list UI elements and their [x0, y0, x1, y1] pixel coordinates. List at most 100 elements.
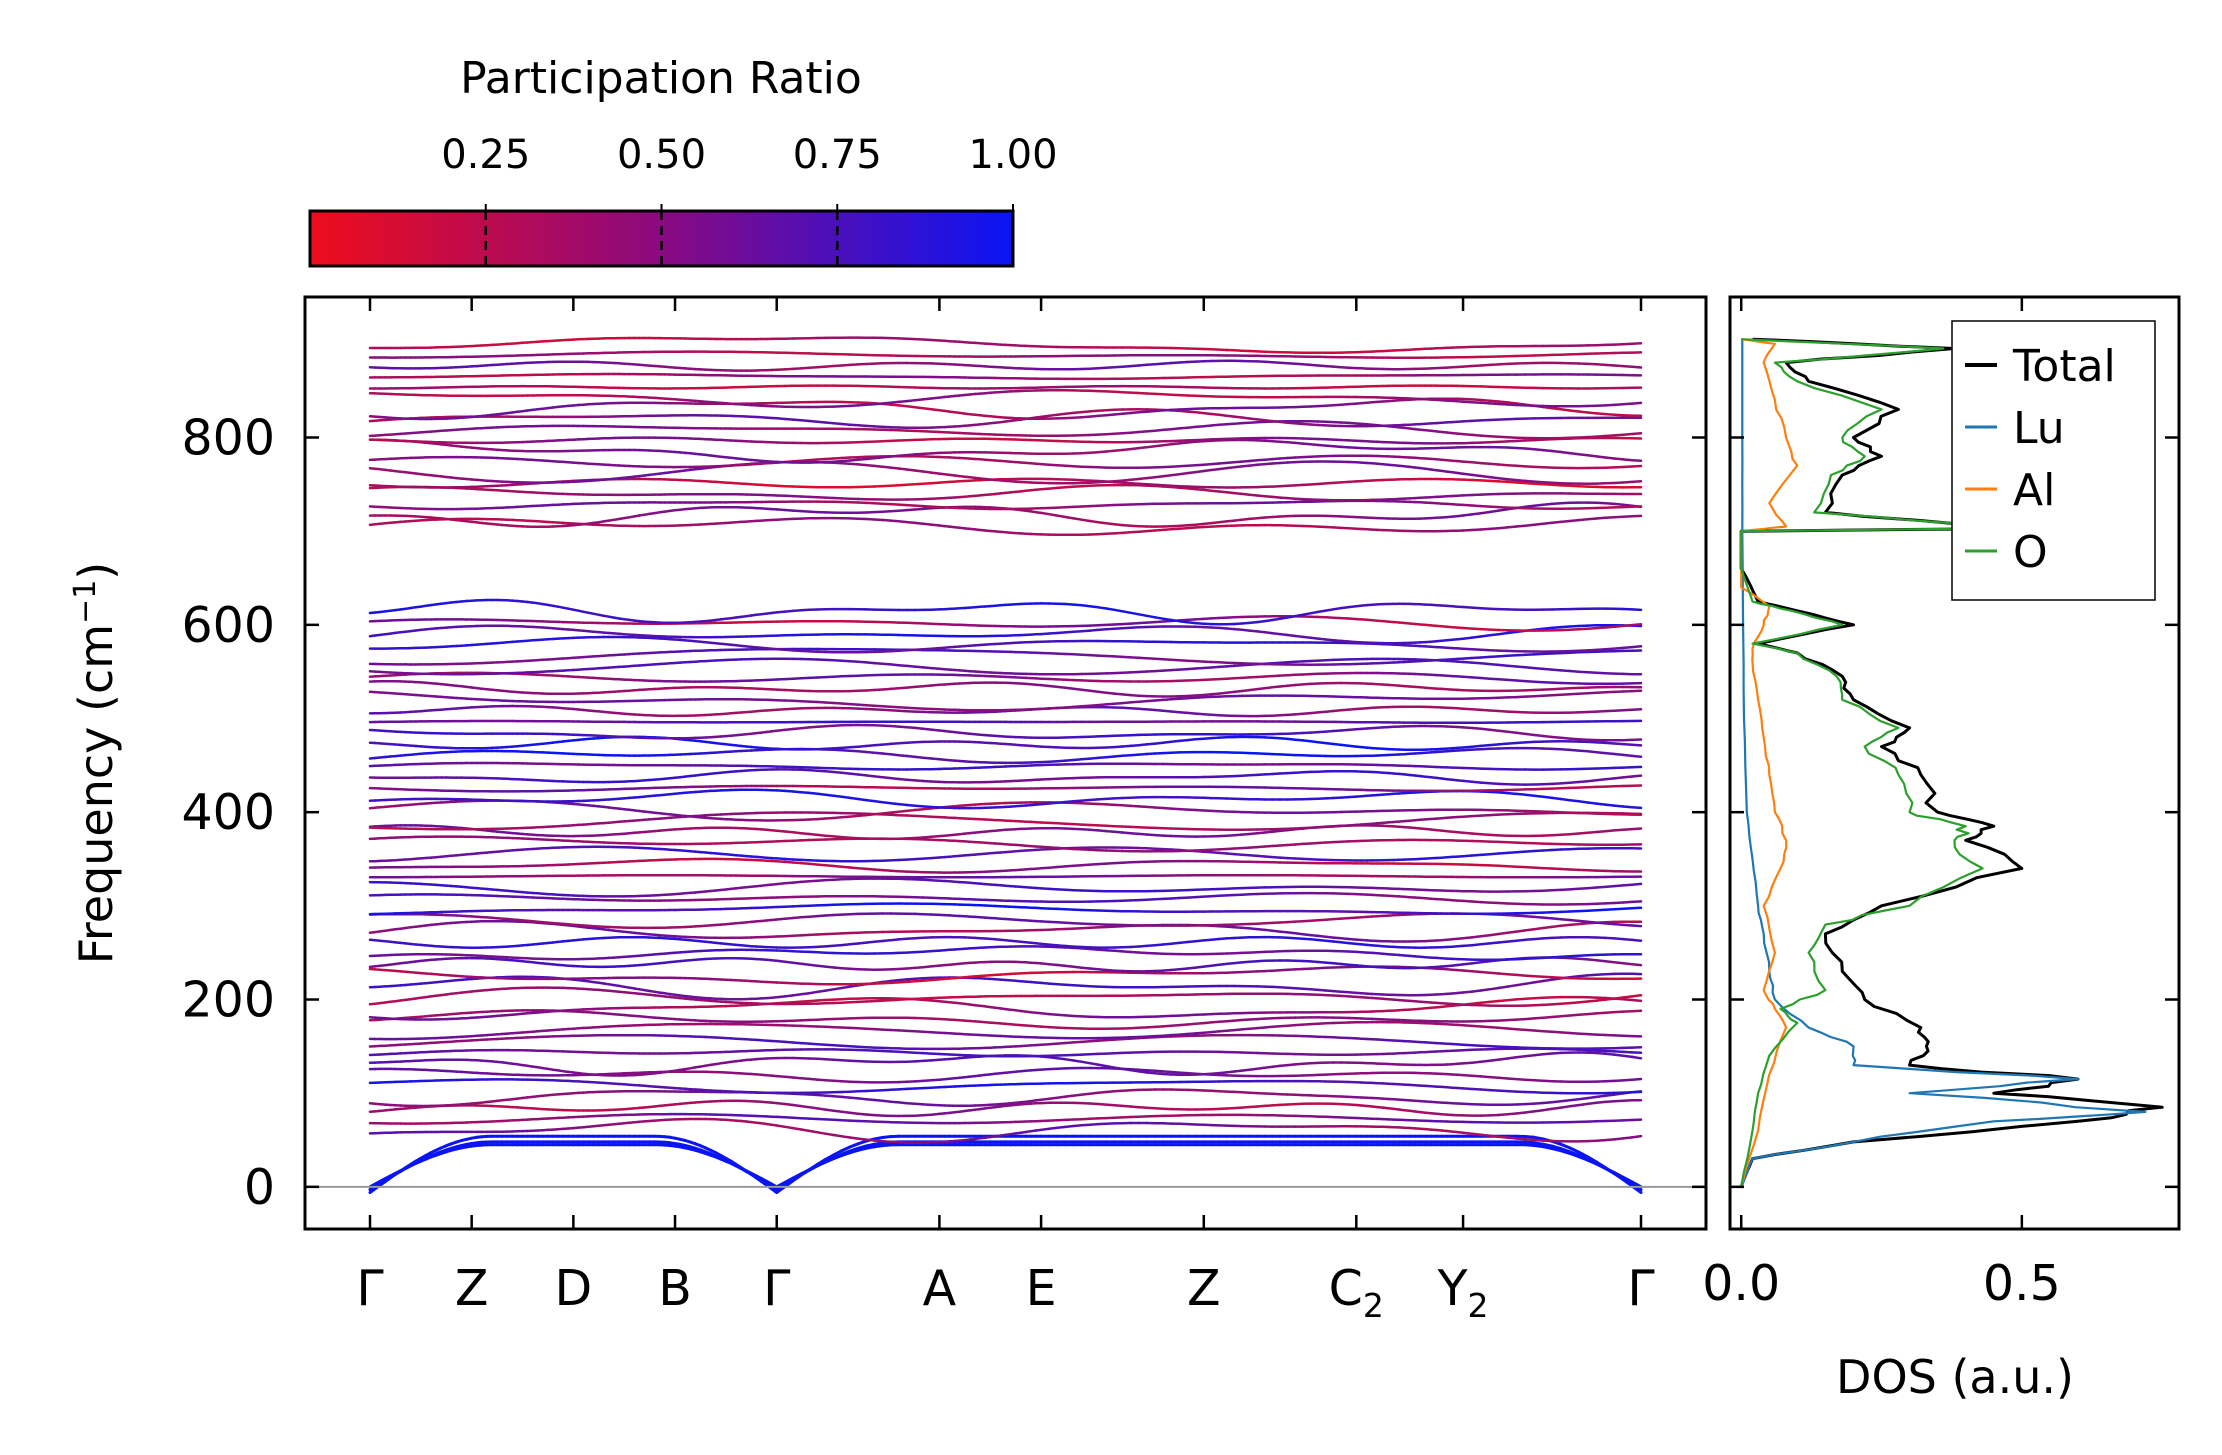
band-line-segment [1621, 1078, 1634, 1082]
band-line-segment [1630, 924, 1643, 928]
band-line-segment [1586, 999, 1598, 1003]
band-line-segment [1630, 1134, 1643, 1139]
band-line-segment [1621, 1178, 1634, 1188]
band-line-segment [1559, 923, 1572, 928]
band-line-segment [1595, 1100, 1607, 1105]
band-line-segment [1524, 1028, 1536, 1032]
band-line-segment [1532, 1101, 1545, 1105]
band-line-segment [1541, 1107, 1554, 1112]
band-line-segment [1541, 1145, 1554, 1150]
band-line-segment [913, 1113, 925, 1117]
band-line-segment [1515, 982, 1527, 987]
band-line-segment [848, 1136, 860, 1140]
band-line-segment [1524, 927, 1536, 932]
band-line-segment [1613, 922, 1625, 927]
band-line-segment [1532, 1138, 1545, 1142]
band-line-segment [1550, 924, 1563, 929]
band-line-segment [881, 1139, 892, 1144]
band-line-segment [1271, 1103, 1282, 1107]
band-line-segment [1568, 1013, 1580, 1017]
band-line-segment [1263, 1104, 1274, 1108]
band-line-segment [1233, 1106, 1244, 1110]
band-line-segment [881, 1099, 892, 1103]
band-line-segment [1559, 1142, 1572, 1150]
band-line-segment [1604, 1093, 1616, 1097]
band-line-segment [1497, 940, 1509, 944]
band-line-segment [1604, 1138, 1616, 1142]
band-line-segment [1104, 1103, 1116, 1107]
band-line-segment [1532, 1079, 1545, 1083]
band-line-segment [864, 1097, 876, 1102]
band-line-segment [1121, 1104, 1132, 1108]
band-line-segment [1532, 979, 1545, 984]
band-line-segment [1479, 988, 1492, 992]
band-line-segment [1524, 981, 1536, 986]
band-line-segment [873, 1113, 884, 1117]
band-line-segment [1515, 929, 1527, 933]
band-line-segment [816, 1107, 827, 1111]
band-line-segment [1515, 1111, 1527, 1115]
band-line-segment [1541, 1100, 1554, 1105]
band-line-segment [799, 1168, 811, 1177]
band-line-segment [1586, 958, 1598, 962]
band-line-segment [1550, 1144, 1563, 1151]
band-line-segment [1613, 1050, 1625, 1054]
band-line-segment [1524, 1078, 1536, 1082]
band-line-segment [1470, 1132, 1483, 1136]
band-line-segment [1515, 1077, 1527, 1082]
band-line-segment [1515, 1017, 1527, 1021]
band-line-segment [1347, 1103, 1358, 1107]
band-line-segment [1072, 1124, 1084, 1128]
band-line-segment [889, 1100, 900, 1104]
band-line-segment [1532, 1016, 1545, 1020]
band-line-segment [1577, 1012, 1589, 1017]
band-line-segment [1541, 956, 1554, 960]
band-line-segment [1506, 972, 1518, 977]
band-line-segment [840, 1095, 852, 1099]
band-line-segment [832, 1133, 844, 1138]
band-line-segment [1080, 1092, 1092, 1096]
band-line-segment [815, 1157, 827, 1166]
band-line-segment [1461, 899, 1474, 903]
band-line-segment [1621, 1050, 1634, 1054]
band-line-segment [1461, 1061, 1474, 1065]
band-line-segment [1550, 955, 1563, 959]
band-line-segment [1506, 913, 1518, 917]
band-line-segment [1524, 1053, 1536, 1058]
band-line-segment [1506, 1112, 1518, 1116]
band-line-segment [1550, 975, 1563, 979]
band-line-segment [1577, 922, 1589, 926]
band-line-segment [1613, 1010, 1625, 1014]
band-line-segment [1613, 960, 1625, 965]
band-line-segment [897, 1101, 909, 1105]
band-line-segment [1595, 1011, 1607, 1015]
band-line-segment [1470, 1024, 1483, 1028]
band-line-segment [1621, 961, 1634, 966]
band-line-segment [1586, 1095, 1598, 1100]
band-line-segment [783, 1179, 795, 1189]
band-line-segment [1604, 997, 1616, 1001]
band-line-segment [1488, 1044, 1500, 1048]
band-line-segment [1613, 1079, 1625, 1083]
band-line-segment [1524, 1017, 1536, 1021]
band-line-segment [791, 1116, 803, 1120]
band-line-segment [1559, 1001, 1572, 1006]
band-line-segment [1559, 1105, 1572, 1109]
band-line-segment [1621, 995, 1634, 999]
band-line-segment [856, 1112, 868, 1116]
band-line-segment [1488, 1025, 1500, 1030]
band-line-segment [1479, 933, 1492, 938]
band-line-segment [1604, 936, 1616, 940]
band-line-segment [1603, 1166, 1616, 1175]
band-line-segment [1577, 1102, 1589, 1107]
colorbar-tick-label: 1.00 [968, 132, 1057, 178]
band-line-segment [807, 1162, 819, 1172]
band-line-segment [1586, 920, 1598, 924]
band-line-segment [1461, 1024, 1474, 1028]
band-line-segment [1559, 1014, 1572, 1018]
band-line-segment [1559, 1099, 1572, 1103]
band-line-segment [840, 1110, 852, 1115]
band-line-segment [913, 1102, 925, 1106]
band-line-segment [1039, 1097, 1051, 1102]
band-line-segment [1577, 919, 1589, 923]
